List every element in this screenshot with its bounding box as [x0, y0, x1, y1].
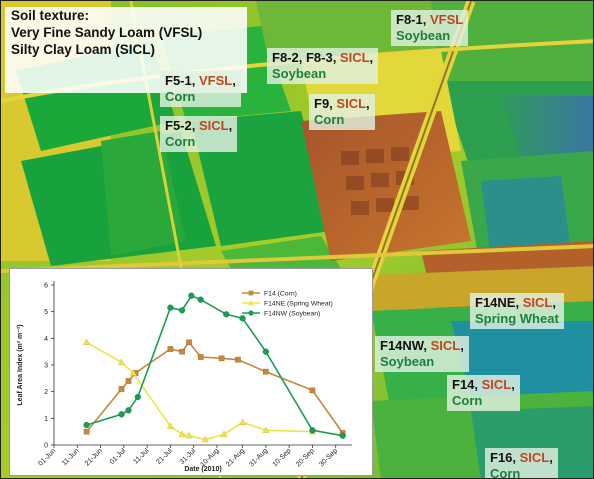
data-point-s2-8	[220, 430, 228, 437]
legend-marker-1	[248, 290, 254, 296]
data-point-s1-10	[235, 356, 241, 363]
data-point-s3-5	[167, 304, 174, 311]
data-point-s3-4	[134, 393, 141, 401]
x-tick-label: 31-Jul	[179, 447, 198, 466]
soil-legend-vfsl: Very Fine Sandy Loam (VFSL)	[11, 25, 203, 40]
data-point-s1-9	[218, 355, 225, 362]
legend-label-3: F14NW (Soybean)	[264, 311, 320, 318]
data-point-s3-7	[188, 292, 195, 299]
field-label-f14ne: F14NE, SICL, Spring Wheat	[470, 293, 564, 329]
data-point-s1-7	[186, 339, 192, 346]
field-label-f16: F16, SICL, Corn	[485, 448, 558, 478]
x-axis-label: Date (2010)	[184, 466, 221, 473]
data-point-s3-9	[223, 311, 230, 318]
series-line-1	[85, 340, 344, 434]
data-point-s3-13	[339, 432, 346, 439]
x-tick-label: 31-Aug	[248, 447, 269, 468]
data-point-s3-1	[83, 421, 90, 429]
soil-legend-sicl: Silty Clay Loam (SICL)	[11, 42, 156, 57]
x-tick-label: 21-Aug	[225, 447, 246, 468]
y-tick-label: 5	[44, 309, 48, 316]
y-axis-label: Leaf Area Index (m² m⁻²)	[17, 324, 24, 405]
data-point-s3-8	[197, 296, 204, 303]
data-point-s1-6	[179, 348, 185, 355]
data-point-s1-11	[263, 368, 269, 375]
lai-chart: 0 1 2 3 4 5 6 01-Jun 11-Jun 21-Jun 01-Jul 11-Jul 21-…	[17, 281, 352, 473]
data-point-s2-9	[239, 418, 247, 425]
data-point-s2-3	[129, 369, 137, 376]
data-point-s1-2	[118, 386, 125, 392]
x-tick-label: 11-Jun	[61, 447, 81, 467]
data-point-s2-2	[117, 358, 126, 365]
y-tick-label: 0	[44, 443, 48, 450]
data-point-s1-12	[309, 387, 316, 394]
y-tick-label: 6	[44, 283, 48, 290]
field-label-f8-1: F8-1, VFSL Soybean	[391, 10, 469, 46]
data-point-s2-6	[185, 431, 193, 439]
data-point-s2-10	[262, 426, 270, 433]
data-point-s3-6	[178, 307, 186, 314]
x-tick-label: 11-Jul	[132, 447, 150, 465]
data-point-s1-3	[125, 378, 132, 384]
data-point-s3-2	[118, 411, 125, 418]
legend-label-2: F14NE (Spring Wheat)	[264, 301, 333, 308]
y-tick-label: 3	[44, 363, 48, 370]
lai-chart-panel: 0 1 2 3 4 5 6 01-Jun 11-Jun 21-Jun 01-Jul 11-Jul 21-…	[9, 268, 373, 476]
field-label-f14: F14, SICL, Corn	[447, 375, 520, 411]
field-label-f5-2: F5-2, SICL, Corn	[160, 116, 238, 152]
y-tick-label: 2	[44, 389, 48, 396]
data-point-s3-10	[239, 315, 246, 322]
legend-marker-3	[248, 310, 254, 316]
x-tick-label: 10-Sep	[272, 447, 293, 468]
data-point-s3-11	[262, 348, 269, 355]
field-label-f8-2-f8-3: F8-2, F8-3, SICL, Soybean	[267, 48, 379, 84]
x-tick-label: 21-Jun	[84, 447, 104, 467]
soil-legend-title: Soil texture:	[11, 8, 90, 23]
legend-marker-2	[248, 300, 254, 306]
data-point-s1-1	[83, 428, 90, 435]
field-label-f5-1: F5-1, VFSL, Corn	[160, 71, 241, 107]
x-tick-label: 01-Jul	[109, 447, 128, 466]
field-label-f9: F9, SICL, Corn	[309, 94, 375, 130]
data-point-s3-12	[309, 427, 316, 434]
field-label-f14nw: F14NW, SICL, Soybean	[375, 336, 469, 372]
x-tick-label: 30-Sep	[318, 447, 339, 468]
data-point-s3-3	[125, 407, 132, 414]
data-point-s2-7	[201, 435, 209, 443]
data-point-s2-4	[166, 422, 174, 429]
y-tick-label: 4	[44, 336, 48, 343]
data-point-s1-5	[167, 346, 174, 352]
data-point-s2-5	[178, 430, 186, 437]
legend-label-1: F14 (Corn)	[264, 291, 297, 298]
x-tick-label: 01-Jun	[37, 447, 57, 467]
data-point-s2-1	[83, 338, 91, 345]
x-tick-label: 20-Sep	[295, 447, 316, 468]
y-tick-label: 1	[44, 416, 48, 423]
x-tick-label: 21-Jul	[155, 447, 174, 466]
data-point-s1-8	[197, 354, 204, 360]
